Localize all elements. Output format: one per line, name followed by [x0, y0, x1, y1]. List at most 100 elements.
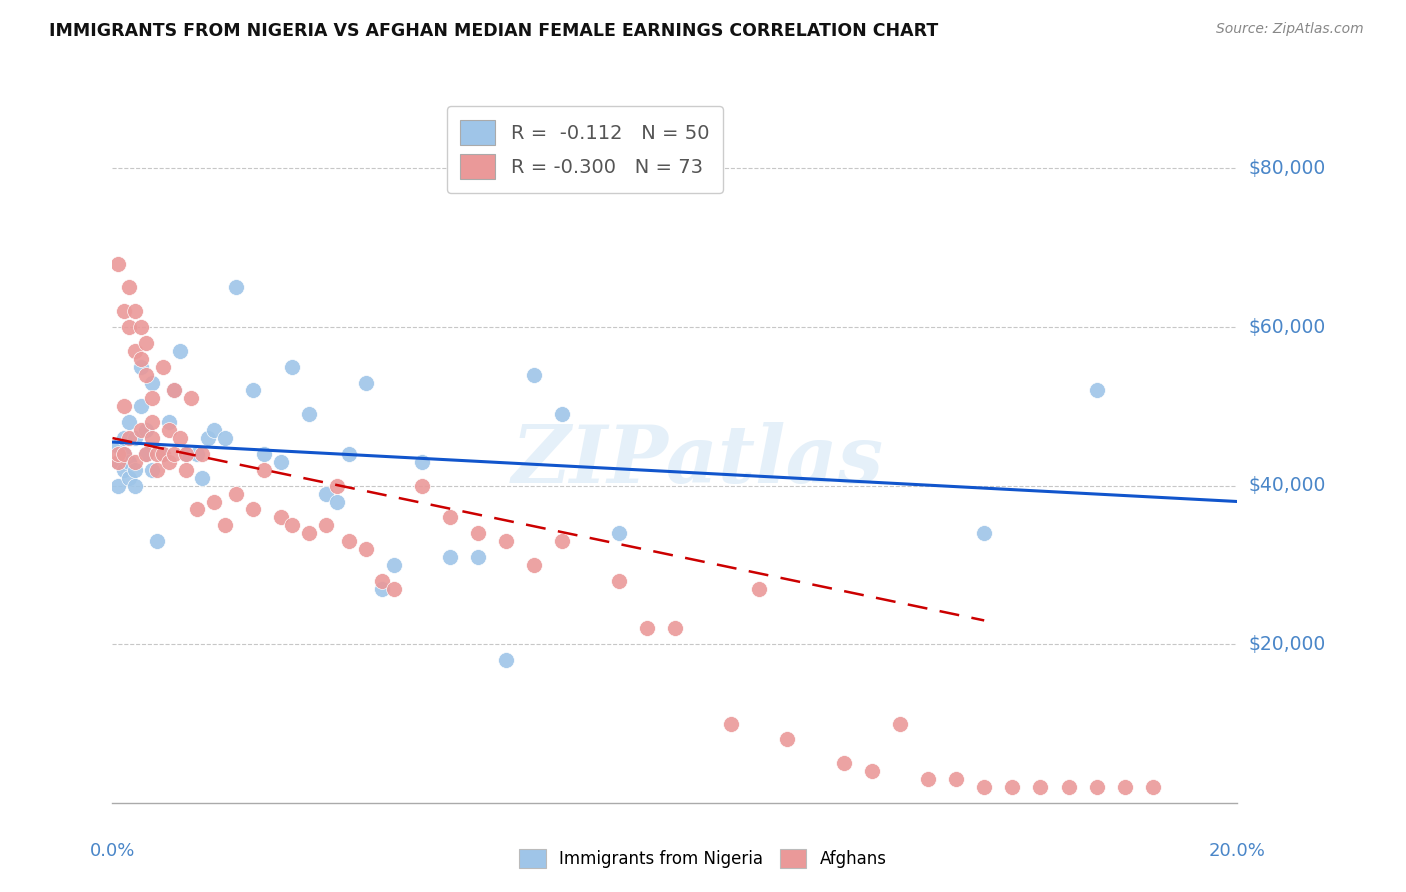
Text: ZIPatlas: ZIPatlas: [512, 422, 883, 499]
Point: [298, 407, 321, 421]
Point: [107, 447, 129, 461]
Point: [1029, 780, 1052, 794]
Point: [242, 502, 264, 516]
Point: [1142, 780, 1164, 794]
Point: [152, 447, 174, 461]
Point: [382, 558, 405, 572]
Point: [180, 392, 202, 406]
Text: $60,000: $60,000: [1249, 318, 1326, 336]
Point: [118, 431, 141, 445]
Point: [354, 542, 377, 557]
Point: [973, 526, 995, 541]
Point: [281, 518, 304, 533]
Point: [169, 431, 191, 445]
Point: [832, 756, 855, 771]
Point: [118, 280, 141, 294]
Point: [214, 518, 236, 533]
Point: [146, 534, 169, 549]
Point: [191, 471, 214, 485]
Point: [337, 534, 360, 549]
Legend: R =  -0.112   N = 50, R = -0.300   N = 73: R = -0.112 N = 50, R = -0.300 N = 73: [447, 106, 723, 193]
Point: [174, 463, 197, 477]
Point: [135, 447, 157, 461]
Point: [495, 534, 517, 549]
Point: [141, 415, 163, 429]
Point: [326, 478, 349, 492]
Point: [270, 510, 292, 524]
Point: [298, 526, 321, 541]
Point: [411, 478, 433, 492]
Point: [411, 455, 433, 469]
Point: [129, 320, 152, 334]
Point: [748, 582, 770, 596]
Text: $80,000: $80,000: [1249, 159, 1326, 178]
Point: [1001, 780, 1024, 794]
Point: [174, 447, 197, 461]
Point: [152, 447, 174, 461]
Point: [1085, 780, 1108, 794]
Point: [135, 335, 157, 350]
Point: [135, 447, 157, 461]
Point: [112, 431, 135, 445]
Point: [118, 455, 141, 469]
Point: [112, 447, 135, 461]
Point: [945, 772, 967, 786]
Point: [129, 400, 152, 414]
Point: [135, 368, 157, 382]
Point: [253, 447, 276, 461]
Point: [186, 447, 208, 461]
Point: [107, 439, 129, 453]
Point: [225, 280, 247, 294]
Text: $20,000: $20,000: [1249, 635, 1326, 654]
Point: [107, 257, 129, 271]
Point: [112, 304, 135, 318]
Text: 0.0%: 0.0%: [90, 842, 135, 860]
Text: Source: ZipAtlas.com: Source: ZipAtlas.com: [1216, 22, 1364, 37]
Point: [720, 716, 742, 731]
Point: [607, 574, 630, 588]
Point: [107, 455, 129, 469]
Point: [354, 376, 377, 390]
Point: [191, 447, 214, 461]
Point: [157, 423, 180, 437]
Point: [118, 471, 141, 485]
Point: [186, 502, 208, 516]
Point: [242, 384, 264, 398]
Point: [253, 463, 276, 477]
Point: [326, 494, 349, 508]
Point: [118, 415, 141, 429]
Point: [129, 359, 152, 374]
Point: [124, 431, 146, 445]
Text: 20.0%: 20.0%: [1209, 842, 1265, 860]
Point: [1114, 780, 1136, 794]
Point: [551, 407, 574, 421]
Point: [163, 384, 186, 398]
Point: [157, 415, 180, 429]
Point: [141, 463, 163, 477]
Point: [124, 343, 146, 358]
Point: [129, 423, 152, 437]
Point: [315, 486, 337, 500]
Point: [152, 359, 174, 374]
Legend: Immigrants from Nigeria, Afghans: Immigrants from Nigeria, Afghans: [513, 842, 893, 875]
Point: [146, 447, 169, 461]
Point: [860, 764, 883, 778]
Point: [889, 716, 911, 731]
Point: [124, 304, 146, 318]
Point: [467, 526, 489, 541]
Point: [124, 463, 146, 477]
Point: [202, 494, 225, 508]
Point: [107, 455, 129, 469]
Point: [607, 526, 630, 541]
Point: [776, 732, 799, 747]
Point: [337, 447, 360, 461]
Point: [467, 549, 489, 564]
Point: [439, 510, 461, 524]
Point: [281, 359, 304, 374]
Point: [112, 400, 135, 414]
Point: [973, 780, 995, 794]
Point: [107, 478, 129, 492]
Point: [124, 455, 146, 469]
Point: [315, 518, 337, 533]
Point: [112, 447, 135, 461]
